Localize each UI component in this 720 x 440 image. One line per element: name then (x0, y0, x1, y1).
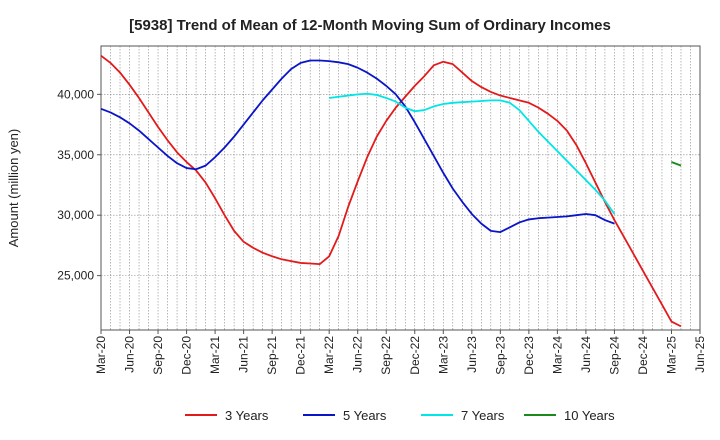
x-tick-label: Dec-22 (408, 336, 422, 375)
legend-label: 7 Years (461, 408, 505, 423)
x-tick-label: Mar-25 (664, 336, 678, 374)
x-tick-label: Jun-22 (351, 336, 365, 373)
series-line-10-years (671, 161, 682, 167)
x-tick-label: Dec-21 (294, 336, 308, 375)
y-axis-label: Amount (million yen) (6, 129, 21, 248)
y-tick-label: 40,000 (57, 87, 94, 101)
x-tick-label: Mar-20 (94, 336, 108, 374)
chart-title: [5938] Trend of Mean of 12-Month Moving … (129, 17, 611, 34)
series-group (100, 54, 682, 328)
y-tick-label: 30,000 (57, 208, 94, 222)
series-line-5-years (100, 59, 615, 234)
x-tick-label: Dec-24 (636, 336, 650, 375)
legend-label: 10 Years (564, 408, 615, 423)
legend: 3 Years 5 Years 7 Years 10 Years (185, 408, 615, 423)
x-tick-label: Mar-22 (322, 336, 336, 374)
legend-label: 3 Years (225, 408, 269, 423)
y-tick-label: 25,000 (57, 269, 94, 283)
x-tick-label: Jun-24 (579, 336, 593, 373)
x-tick-label: Jun-23 (465, 336, 479, 373)
x-tick-label: Jun-20 (123, 336, 137, 373)
x-tick-label: Sep-21 (265, 336, 279, 375)
series-line-7-years (329, 92, 616, 215)
y-axis: 25,000 30,000 35,000 40,000 (57, 87, 101, 283)
x-tick-label: Dec-20 (180, 336, 194, 375)
x-tick-label: Mar-23 (436, 336, 450, 374)
x-axis: Mar-20 Jun-20 Sep-20 Dec-20 Mar-21 Jun-21 Sep-… (94, 330, 707, 375)
plot-frame (100, 45, 701, 331)
grid (101, 46, 700, 330)
x-tick-label: Mar-24 (550, 336, 564, 374)
legend-label: 5 Years (343, 408, 387, 423)
y-tick-label: 35,000 (57, 148, 94, 162)
x-tick-label: Dec-23 (522, 336, 536, 375)
x-tick-label: Sep-24 (607, 336, 621, 375)
x-tick-label: Sep-22 (379, 336, 393, 375)
x-tick-label: Sep-20 (151, 336, 165, 375)
x-tick-label: Jun-25 (693, 336, 707, 373)
x-tick-label: Jun-21 (237, 336, 251, 373)
x-tick-label: Mar-21 (208, 336, 222, 374)
x-tick-label: Sep-23 (493, 336, 507, 375)
series-line-3-years (100, 54, 682, 328)
